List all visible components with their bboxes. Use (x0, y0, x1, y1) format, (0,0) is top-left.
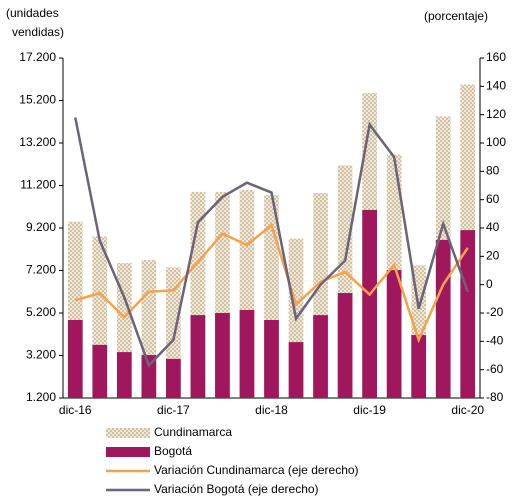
y2-tick-label: -40 (486, 334, 504, 348)
legend-swatch (106, 447, 150, 457)
y2-tick-label: 0 (486, 277, 493, 291)
x-tick-label: dic-19 (353, 403, 386, 417)
bar (411, 335, 427, 398)
x-tick-label: dic-20 (451, 403, 484, 417)
y2-tick-label: 60 (486, 192, 500, 206)
y2-tick-label: 20 (486, 249, 500, 263)
y-tick-label: 11.200 (20, 178, 56, 192)
bar (92, 344, 108, 398)
y-tick-label: 15.200 (19, 93, 56, 107)
bar (190, 315, 206, 398)
y2-tick-label: 40 (486, 220, 500, 234)
bar (166, 358, 181, 398)
bar (313, 315, 328, 398)
y-axis-label: vendidas) (12, 25, 64, 39)
legend-label: Cundinamarca (154, 425, 232, 439)
legend-label: Bogotá (154, 444, 192, 458)
x-tick-label: dic-18 (255, 403, 288, 417)
y-tick-label: 9.200 (26, 220, 56, 234)
line (74, 117, 469, 368)
y2-tick-label: 160 (486, 50, 506, 64)
bar (362, 209, 377, 398)
y2-tick-label: 120 (486, 107, 506, 121)
y2-axis-label: (porcentaje) (424, 9, 488, 23)
y-tick-label: 7.200 (26, 263, 56, 277)
y-tick-label: 1.200 (26, 390, 56, 404)
y2-tick-label: 80 (486, 164, 500, 178)
y-tick-label: 13.200 (19, 135, 56, 149)
y2-tick-label: -20 (486, 305, 504, 319)
x-tick-label: dic-16 (59, 403, 92, 417)
line (74, 223, 469, 344)
y-tick-label: 3.200 (26, 348, 56, 362)
bar (288, 342, 304, 398)
bar (460, 230, 476, 398)
x-tick-label: dic-17 (157, 403, 190, 417)
y2-tick-label: 100 (486, 135, 506, 149)
legend-swatch (106, 428, 150, 438)
y-axis-label: (unidades (6, 6, 59, 20)
legend-label: Variación Bogotá (eje derecho) (154, 482, 319, 496)
y2-tick-label: 140 (486, 79, 506, 93)
bar (116, 352, 132, 398)
bar (141, 355, 157, 398)
y-tick-label: 5.200 (26, 305, 56, 319)
y2-tick-label: -60 (486, 362, 504, 376)
bar (337, 293, 353, 398)
y2-tick-label: -80 (486, 390, 504, 404)
bar (435, 239, 451, 398)
y-tick-label: 17.200 (19, 50, 56, 64)
bar (215, 313, 230, 398)
legend-label: Variación Cundinamarca (eje derecho) (154, 463, 359, 477)
bar (67, 320, 83, 398)
bar (239, 310, 255, 398)
bar (264, 320, 279, 398)
bar (386, 270, 402, 398)
